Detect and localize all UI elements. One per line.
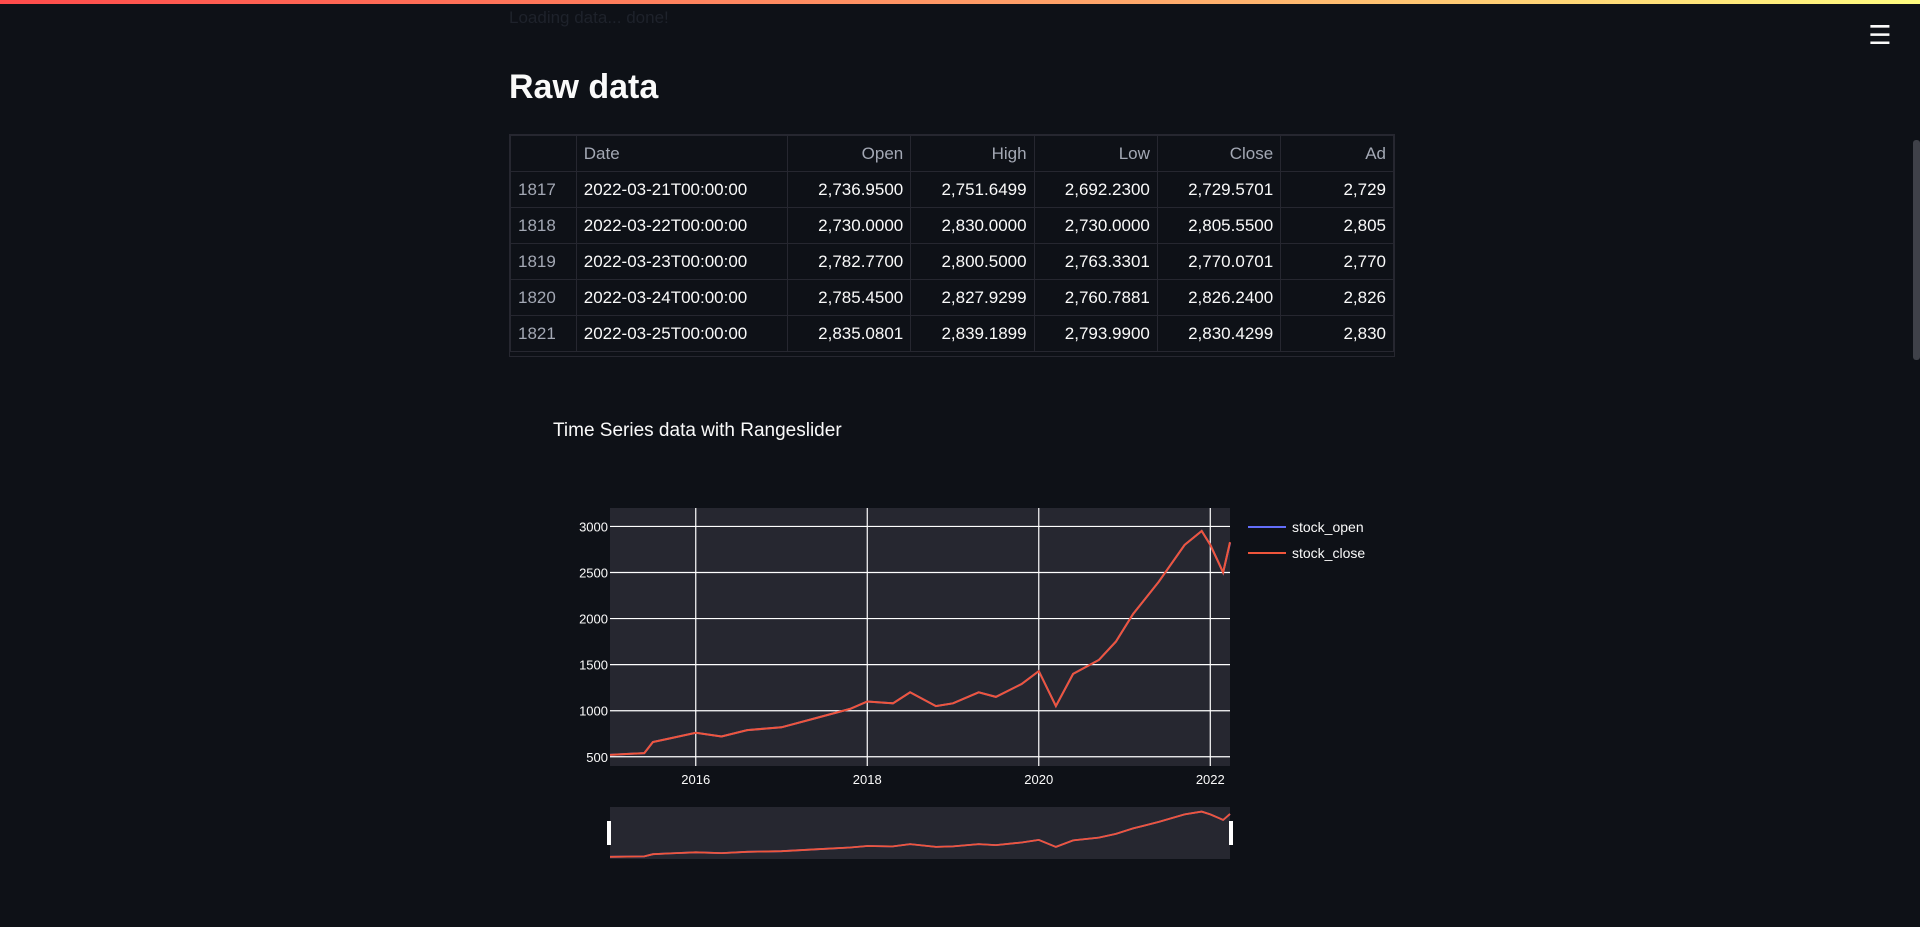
- table-cell-date: 2022-03-22T00:00:00: [575, 207, 788, 244]
- table-cell-high: 2,839.1899: [910, 315, 1035, 352]
- table-cell-open: 2,782.7700: [786, 243, 912, 280]
- table-row[interactable]: 1820 2022-03-24T00:00:00 2,785.4500 2,82…: [510, 279, 1394, 316]
- column-header-close[interactable]: Close: [1156, 135, 1282, 172]
- scrollbar[interactable]: [1912, 0, 1920, 927]
- y-tick-label: 2500: [579, 566, 608, 581]
- y-tick-label: 1500: [579, 658, 608, 673]
- rangeslider-line-stock_close: [609, 810, 1231, 858]
- table-cell-adj-close: 2,826: [1280, 279, 1394, 316]
- table-cell-high: 2,800.5000: [910, 243, 1035, 280]
- table-cell-date: 2022-03-23T00:00:00: [575, 243, 788, 280]
- table-cell-high: 2,751.6499: [910, 171, 1035, 208]
- x-tick-label: 2020: [1024, 772, 1053, 787]
- x-tick-label: 2016: [681, 772, 710, 787]
- table-row[interactable]: 1821 2022-03-25T00:00:00 2,835.0801 2,83…: [510, 315, 1394, 352]
- y-tick-label: 1000: [579, 704, 608, 719]
- plot-area: [610, 508, 1230, 766]
- column-header-index[interactable]: [510, 135, 577, 172]
- rangeslider-left-handle[interactable]: [607, 821, 611, 845]
- page-title: Raw data: [509, 68, 659, 106]
- rangeslider-area: [610, 807, 1230, 859]
- raw-data-table-container[interactable]: Date Open High Low Close Ad 1817 2022-03…: [509, 134, 1395, 357]
- x-tick-label: 2022: [1196, 772, 1225, 787]
- y-tick-label: 500: [586, 750, 608, 765]
- table-cell-index: 1819: [510, 243, 577, 280]
- y-tick-label: 2000: [579, 612, 608, 627]
- table-cell-close: 2,805.5500: [1156, 207, 1282, 244]
- table-cell-adj-close: 2,805: [1280, 207, 1394, 244]
- table-cell-low: 2,692.2300: [1033, 171, 1158, 208]
- scrollbar-thumb[interactable]: [1913, 140, 1920, 360]
- table-cell-index: 1818: [510, 207, 577, 244]
- rangeslider-right-handle[interactable]: [1229, 821, 1233, 845]
- status-text: Loading data... done!: [509, 8, 669, 27]
- table-header-row: Date Open High Low Close Ad: [510, 135, 1394, 172]
- column-header-low[interactable]: Low: [1033, 135, 1158, 172]
- table-cell-date: 2022-03-21T00:00:00: [575, 171, 788, 208]
- raw-data-table: Date Open High Low Close Ad 1817 2022-03…: [510, 135, 1394, 352]
- legend-label-stock_close: stock_close: [1292, 545, 1365, 561]
- table-cell-close: 2,729.5701: [1156, 171, 1282, 208]
- hamburger-menu-icon[interactable]: ☰: [1868, 21, 1892, 51]
- table-cell-open: 2,736.9500: [786, 171, 912, 208]
- chart-title: Time Series data with Rangeslider: [553, 420, 842, 441]
- column-header-adj-close[interactable]: Ad: [1280, 135, 1394, 172]
- table-cell-date: 2022-03-25T00:00:00: [575, 315, 788, 352]
- column-header-high[interactable]: High: [910, 135, 1035, 172]
- table-cell-close: 2,830.4299: [1156, 315, 1282, 352]
- table-cell-close: 2,770.0701: [1156, 243, 1282, 280]
- table-row[interactable]: 1818 2022-03-22T00:00:00 2,730.0000 2,83…: [510, 207, 1394, 244]
- y-tick-label: 3000: [579, 519, 608, 534]
- table-cell-adj-close: 2,729: [1280, 171, 1394, 208]
- table-cell-low: 2,730.0000: [1033, 207, 1158, 244]
- legend-label-stock_open: stock_open: [1292, 519, 1364, 535]
- table-cell-index: 1821: [510, 315, 577, 352]
- table-cell-low: 2,793.9900: [1033, 315, 1158, 352]
- x-tick-label: 2018: [853, 772, 882, 787]
- top-decoration-bar: [0, 0, 1920, 4]
- table-cell-high: 2,827.9299: [910, 279, 1035, 316]
- table-row[interactable]: 1817 2022-03-21T00:00:00 2,736.9500 2,75…: [510, 171, 1394, 208]
- table-cell-low: 2,763.3301: [1033, 243, 1158, 280]
- table-cell-adj-close: 2,770: [1280, 243, 1394, 280]
- column-header-open[interactable]: Open: [786, 135, 912, 172]
- series-line-stock_close: [609, 529, 1231, 756]
- table-cell-adj-close: 2,830: [1280, 315, 1394, 352]
- table-cell-open: 2,835.0801: [786, 315, 912, 352]
- table-row[interactable]: 1819 2022-03-23T00:00:00 2,782.7700 2,80…: [510, 243, 1394, 280]
- table-cell-date: 2022-03-24T00:00:00: [575, 279, 788, 316]
